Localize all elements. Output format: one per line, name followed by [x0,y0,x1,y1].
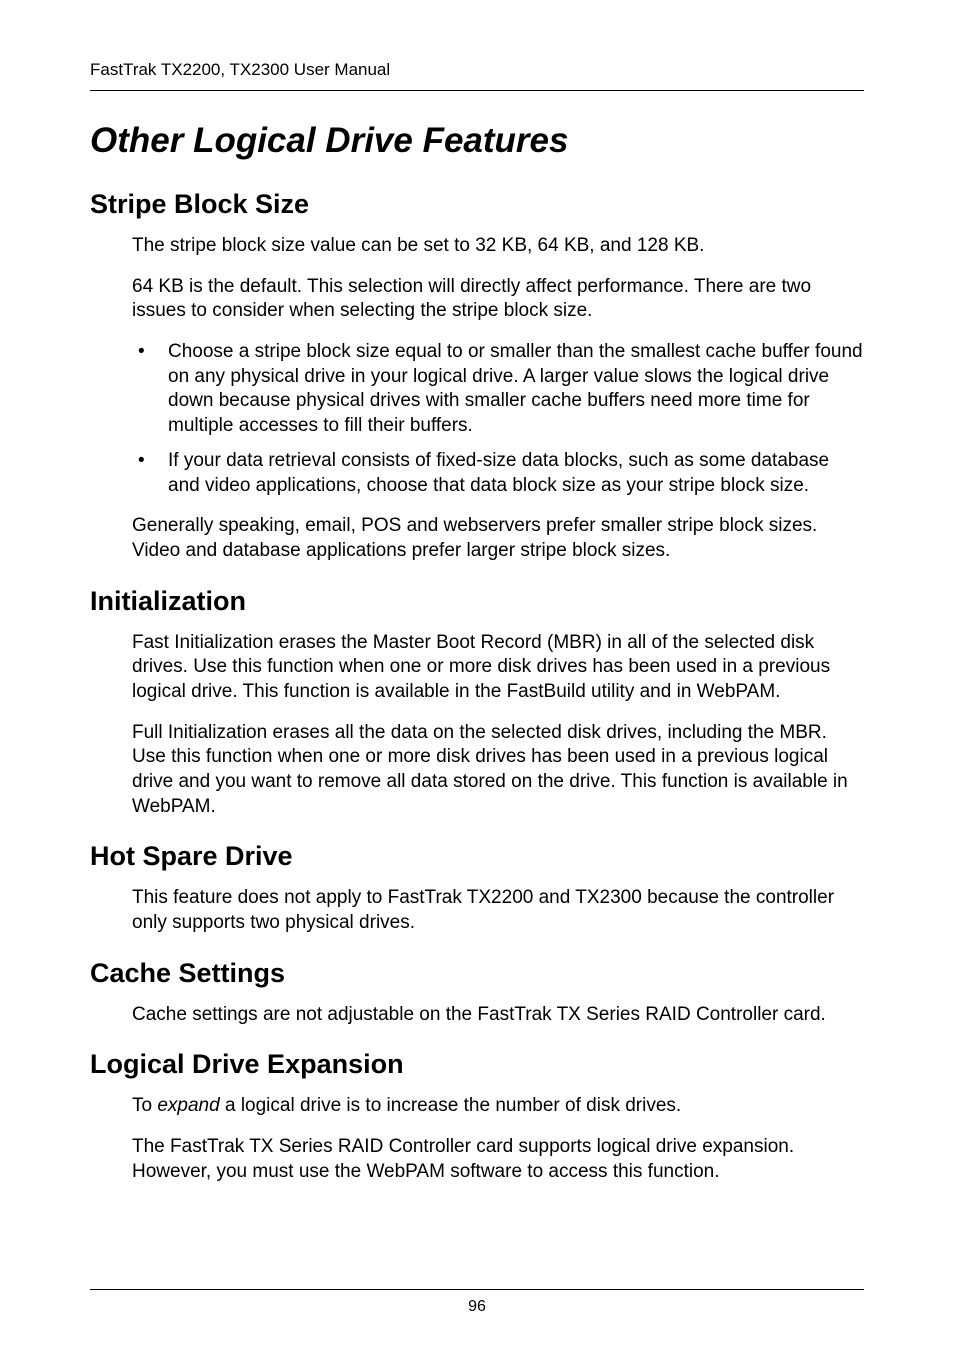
bullet-item: • Choose a stripe block size equal to or… [132,340,864,439]
section-heading-stripe: Stripe Block Size [90,189,864,220]
bullet-mark-icon: • [132,340,168,439]
bullet-mark-icon: • [132,449,168,498]
main-heading: Other Logical Drive Features [90,121,864,161]
text-run: a logical drive is to increase the numbe… [220,1095,682,1116]
paragraph: 64 KB is the default. This selection wil… [132,275,864,324]
paragraph: Generally speaking, email, POS and webse… [132,514,864,563]
section-heading-expansion: Logical Drive Expansion [90,1049,864,1080]
text-run: To [132,1095,157,1116]
paragraph: To expand a logical drive is to increase… [132,1094,864,1119]
section-heading-hotspare: Hot Spare Drive [90,841,864,872]
paragraph: Fast Initialization erases the Master Bo… [132,631,864,705]
paragraph: The FastTrak TX Series RAID Controller c… [132,1135,864,1184]
paragraph: This feature does not apply to FastTrak … [132,886,864,935]
section-heading-initialization: Initialization [90,586,864,617]
section-heading-cache: Cache Settings [90,958,864,989]
bullet-item: • If your data retrieval consists of fix… [132,449,864,498]
paragraph: The stripe block size value can be set t… [132,234,864,259]
text-emphasis: expand [157,1095,219,1116]
page-number: 96 [468,1298,486,1315]
paragraph: Full Initialization erases all the data … [132,721,864,820]
bullet-text: Choose a stripe block size equal to or s… [168,340,864,439]
bullet-text: If your data retrieval consists of fixed… [168,449,864,498]
paragraph: Cache settings are not adjustable on the… [132,1003,864,1028]
page-container: FastTrak TX2200, TX2300 User Manual Othe… [0,0,954,1352]
bullet-list: • Choose a stripe block size equal to or… [132,340,864,498]
page-header: FastTrak TX2200, TX2300 User Manual [90,60,864,91]
page-footer: 96 [90,1289,864,1316]
